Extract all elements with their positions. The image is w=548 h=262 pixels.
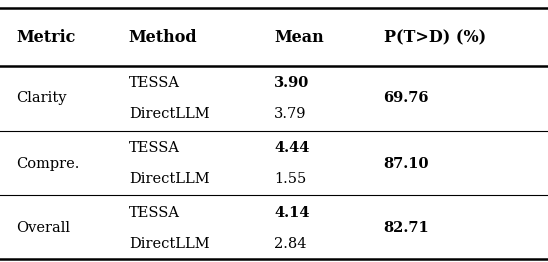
Text: P(T>D) (%): P(T>D) (%) [384, 30, 486, 46]
Text: 4.44: 4.44 [274, 141, 310, 155]
Text: Compre.: Compre. [16, 157, 80, 171]
Text: Overall: Overall [16, 221, 71, 235]
Text: 3.90: 3.90 [274, 75, 309, 90]
Text: TESSA: TESSA [129, 206, 180, 220]
Text: 1.55: 1.55 [274, 172, 306, 187]
Text: Mean: Mean [274, 30, 324, 46]
Text: Clarity: Clarity [16, 91, 67, 105]
Text: TESSA: TESSA [129, 75, 180, 90]
Text: 4.14: 4.14 [274, 206, 310, 220]
Text: 82.71: 82.71 [384, 221, 429, 235]
Text: DirectLLM: DirectLLM [129, 237, 209, 251]
Text: 3.79: 3.79 [274, 107, 306, 121]
Text: DirectLLM: DirectLLM [129, 172, 209, 187]
Text: DirectLLM: DirectLLM [129, 107, 209, 121]
Text: Method: Method [129, 30, 197, 46]
Text: 2.84: 2.84 [274, 237, 306, 251]
Text: TESSA: TESSA [129, 141, 180, 155]
Text: Metric: Metric [16, 30, 76, 46]
Text: 87.10: 87.10 [384, 157, 429, 171]
Text: 69.76: 69.76 [384, 91, 429, 105]
